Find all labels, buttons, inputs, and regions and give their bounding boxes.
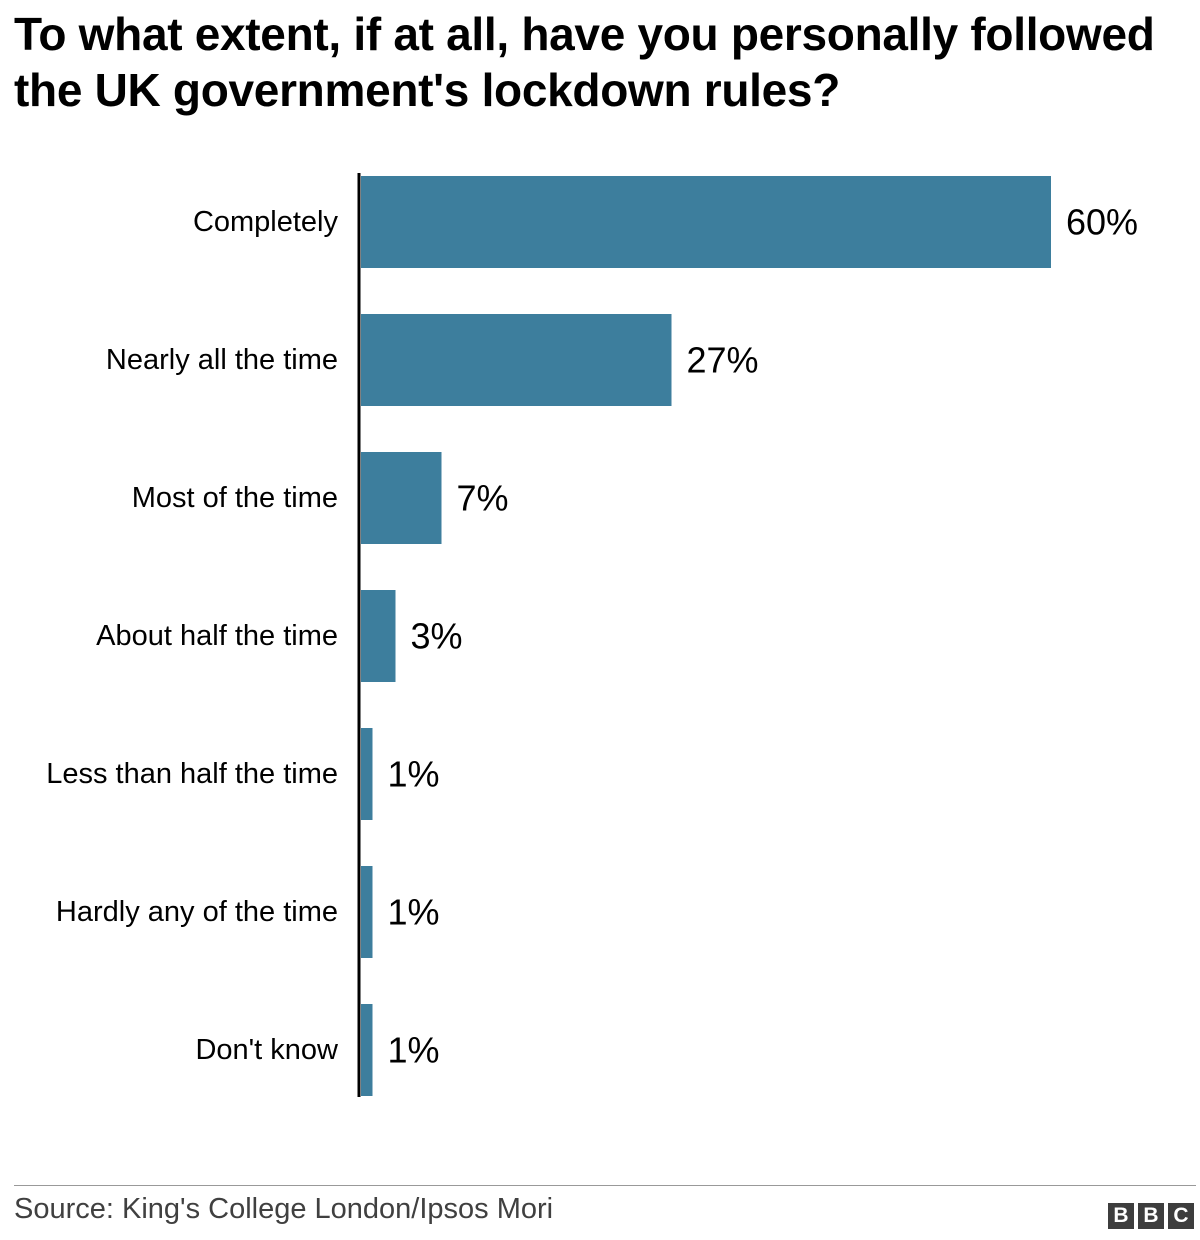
category-label: Hardly any of the time <box>56 896 338 928</box>
value-label: 7% <box>457 478 509 519</box>
bar <box>361 866 373 958</box>
category-label: About half the time <box>96 620 338 652</box>
footer-divider <box>14 1185 1196 1186</box>
value-label-group: 60% 27% 7% 3% 1% 1% 1% <box>388 202 1139 1071</box>
chart-title: To what extent, if at all, have you pers… <box>14 8 1155 116</box>
category-label: Most of the time <box>132 482 338 514</box>
source-note: Source: King's College London/Ipsos Mori <box>14 1193 554 1225</box>
bar <box>361 590 396 682</box>
bbc-logo: B B C <box>1108 1203 1194 1229</box>
value-label: 27% <box>687 340 759 381</box>
category-label: Don't know <box>195 1034 339 1066</box>
bar <box>361 314 672 406</box>
bar <box>361 452 442 544</box>
value-label: 1% <box>388 1030 440 1071</box>
bar <box>361 1004 373 1096</box>
category-label: Completely <box>193 206 339 238</box>
value-label: 3% <box>411 616 463 657</box>
logo-letter: B <box>1138 1203 1164 1229</box>
value-label: 1% <box>388 754 440 795</box>
value-label: 60% <box>1066 202 1138 243</box>
bar <box>361 176 1051 268</box>
category-label: Less than half the time <box>46 758 338 790</box>
category-label: Nearly all the time <box>106 344 338 376</box>
value-label: 1% <box>388 892 440 933</box>
bar <box>361 728 373 820</box>
bar-chart: Completely Nearly all the time Most of the… <box>46 173 1139 1097</box>
logo-letter: C <box>1168 1203 1194 1229</box>
logo-letter: B <box>1108 1203 1134 1229</box>
bar-group <box>361 176 1051 1096</box>
category-label-group: Completely Nearly all the time Most of the… <box>46 206 339 1066</box>
